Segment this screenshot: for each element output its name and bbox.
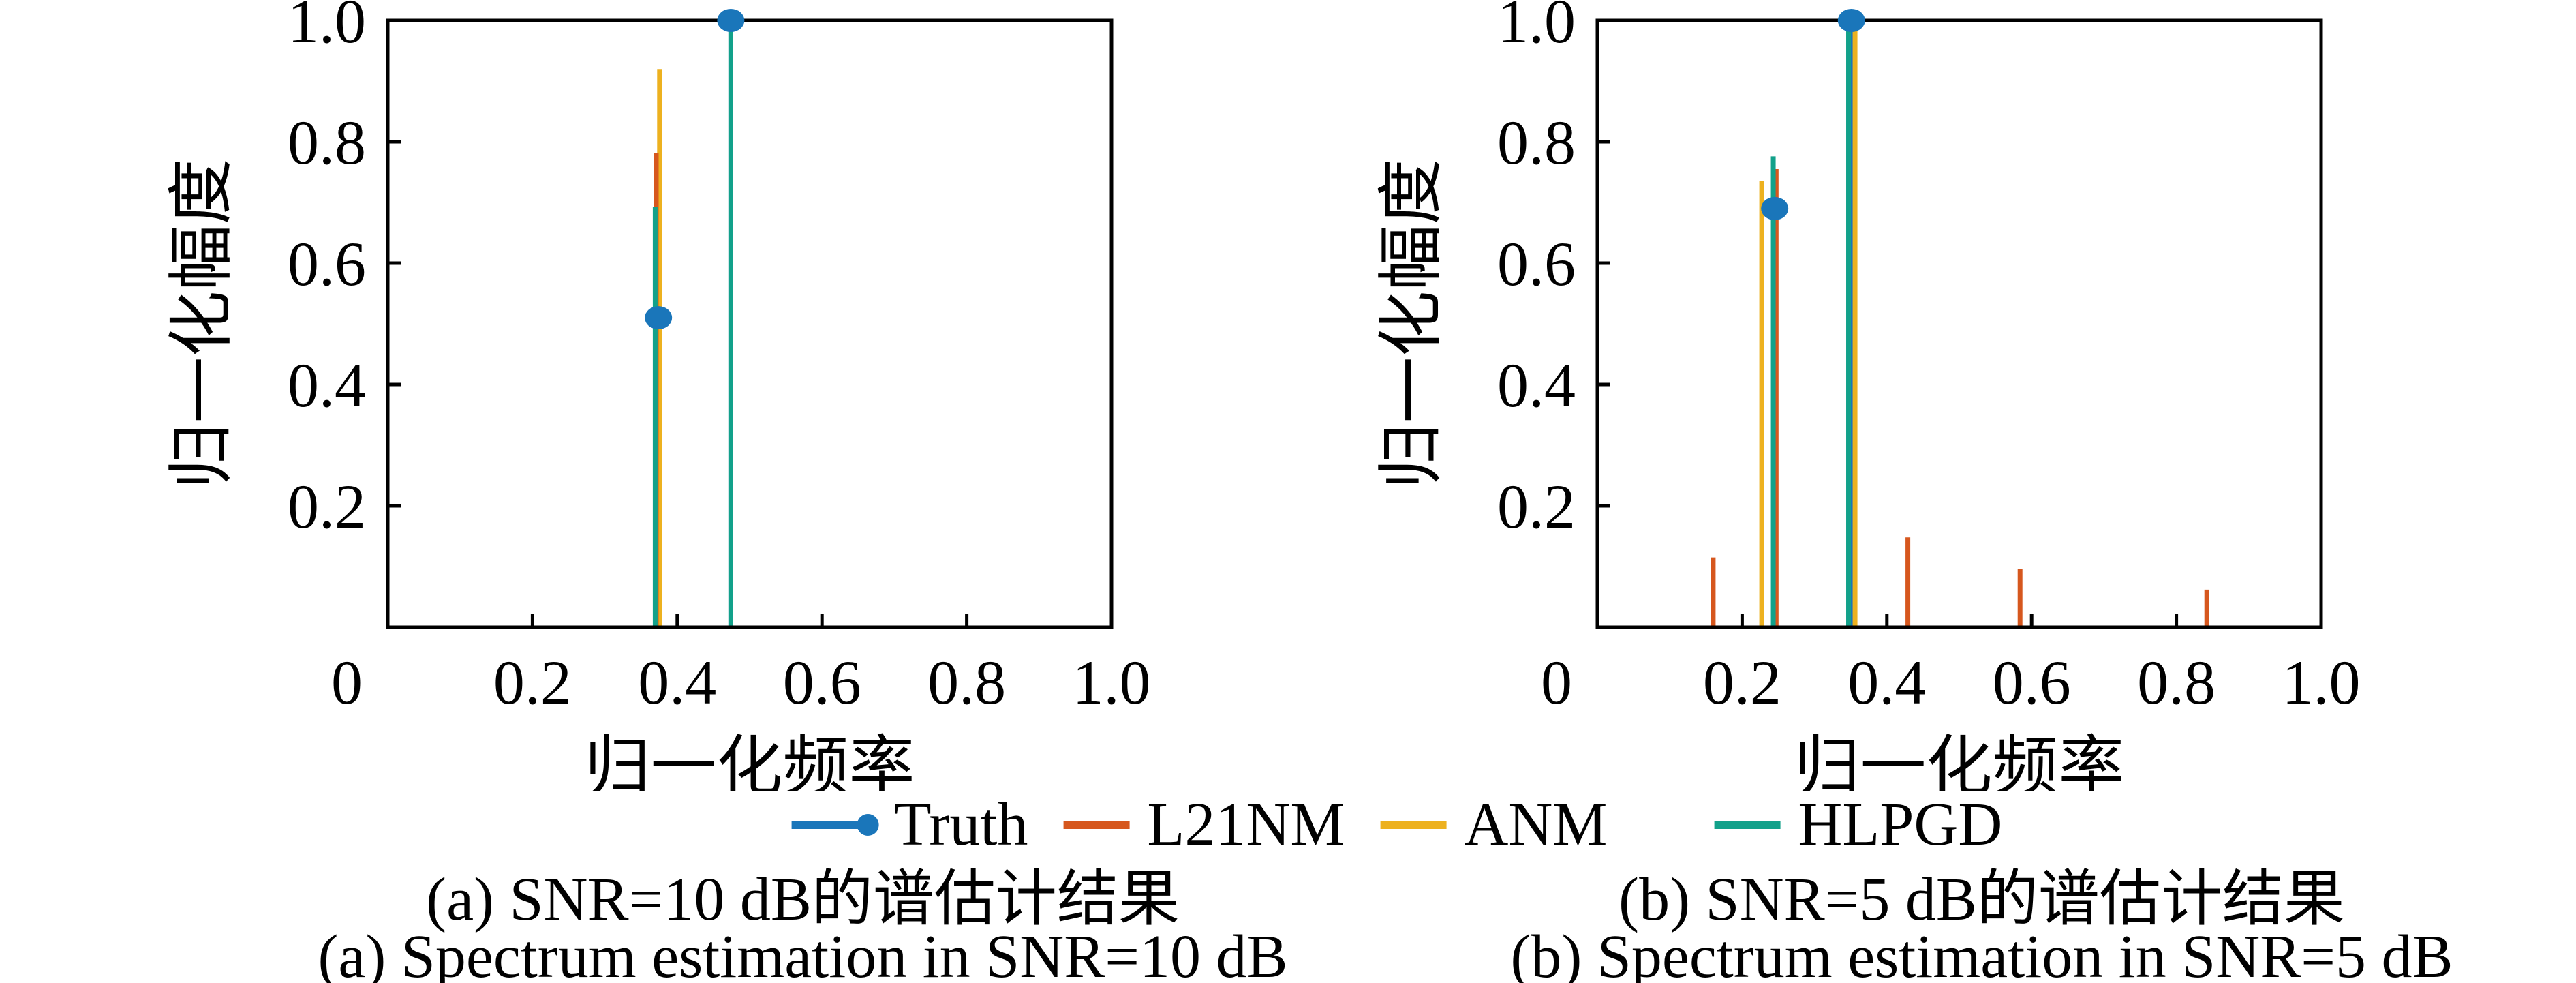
x-tick-label: 0	[331, 648, 363, 717]
y-tick-label: 0.6	[1497, 229, 1576, 299]
x-axis-label: 归一化频率	[585, 731, 915, 791]
y-tick-label: 0.2	[1497, 472, 1576, 541]
y-axis-label: 归一化幅度	[166, 159, 239, 489]
truth-marker	[717, 9, 745, 32]
x-tick-label: 0.8	[927, 648, 1006, 717]
chart-b-snr5: 0 0.2 0.4 0.6 0.8 1.0 0.2 0.4 0.6 0.8 1.0 归一化频率 归一化幅…	[1288, 0, 2576, 791]
truth-line-swatch	[791, 821, 868, 829]
x-tick-label: 0	[1541, 648, 1572, 717]
truth-dot-icon	[857, 814, 879, 836]
x-tick-label: 0.6	[1993, 648, 2071, 717]
plot-box	[1595, 18, 2323, 629]
legend-label-hlpgd: HLPGD	[1798, 791, 2003, 858]
caption-b: (b) SNR=5 dB的谱估计结果 (b) Spectrum estimati…	[1402, 866, 2561, 983]
anm-line-swatch	[1380, 821, 1447, 829]
hlpgd-line-swatch	[1714, 821, 1781, 829]
y-tick-label: 0.8	[1497, 108, 1576, 177]
truth-line-dot-swatch	[791, 813, 879, 836]
y-tick-label: 0.4	[1497, 350, 1576, 420]
truth-marker	[1837, 9, 1865, 32]
chart-a-snr10: 0 0.2 0.4 0.6 0.8 1.0 0.2 0.4 0.6 0.8 1.0 归一化频率 归一化幅…	[0, 0, 1288, 791]
y-tick-label: 1.0	[1497, 0, 1576, 56]
y-axis-label: 归一化幅度	[1375, 159, 1448, 489]
x-tick-label: 0.4	[1847, 648, 1926, 717]
legend-label-l21nm: L21NM	[1147, 791, 1345, 858]
legend-item-anm: ANM	[1380, 794, 1607, 856]
legend-item-hlpgd: HLPGD	[1714, 794, 2002, 856]
x-tick-label: 1.0	[2282, 648, 2361, 717]
y-tick-label: 0.4	[288, 350, 366, 420]
x-tick-label: 0.8	[2137, 648, 2215, 717]
legend-label-anm: ANM	[1464, 791, 1608, 858]
x-tick-label: 0.2	[493, 648, 572, 717]
caption-b-zh: (b) SNR=5 dB的谱估计结果	[1619, 866, 2345, 933]
legend-label-truth: Truth	[893, 791, 1028, 858]
truth-marker	[1761, 196, 1789, 220]
x-tick-label: 0.6	[783, 648, 861, 717]
caption-a: (a) SNR=10 dB的谱估计结果 (a) Spectrum estimat…	[224, 866, 1382, 983]
caption-a-zh: (a) SNR=10 dB的谱估计结果	[426, 866, 1180, 933]
y-tick-label: 0.8	[288, 108, 366, 177]
legend-item-l21nm: L21NM	[1063, 794, 1345, 856]
legend-item-truth: Truth	[791, 791, 1028, 858]
chart-canvas-a: 0 0.2 0.4 0.6 0.8 1.0 0.2 0.4 0.6 0.8 1.0 归一化频率 归一化幅…	[166, 0, 1151, 791]
x-tick-label: 0.2	[1703, 648, 1781, 717]
x-tick-label: 0.4	[638, 648, 716, 717]
chart-canvas-b: 0 0.2 0.4 0.6 0.8 1.0 0.2 0.4 0.6 0.8 1.0 归一化频率 归一化幅…	[1375, 0, 2361, 791]
legend: Truth L21NM ANM HLPGD	[791, 789, 2002, 860]
truth-marker	[645, 306, 673, 330]
caption-a-en: (a) Spectrum estimation in SNR=10 dB	[318, 923, 1288, 983]
plot-box	[386, 18, 1114, 629]
x-tick-label: 1.0	[1073, 648, 1151, 717]
y-tick-label: 0.6	[288, 229, 366, 299]
y-tick-label: 1.0	[288, 0, 366, 56]
l21nm-line-swatch	[1063, 821, 1130, 829]
caption-b-en: (b) Spectrum estimation in SNR=5 dB	[1510, 923, 2453, 983]
y-tick-label: 0.2	[288, 472, 366, 541]
x-axis-label: 归一化频率	[1794, 731, 2125, 791]
